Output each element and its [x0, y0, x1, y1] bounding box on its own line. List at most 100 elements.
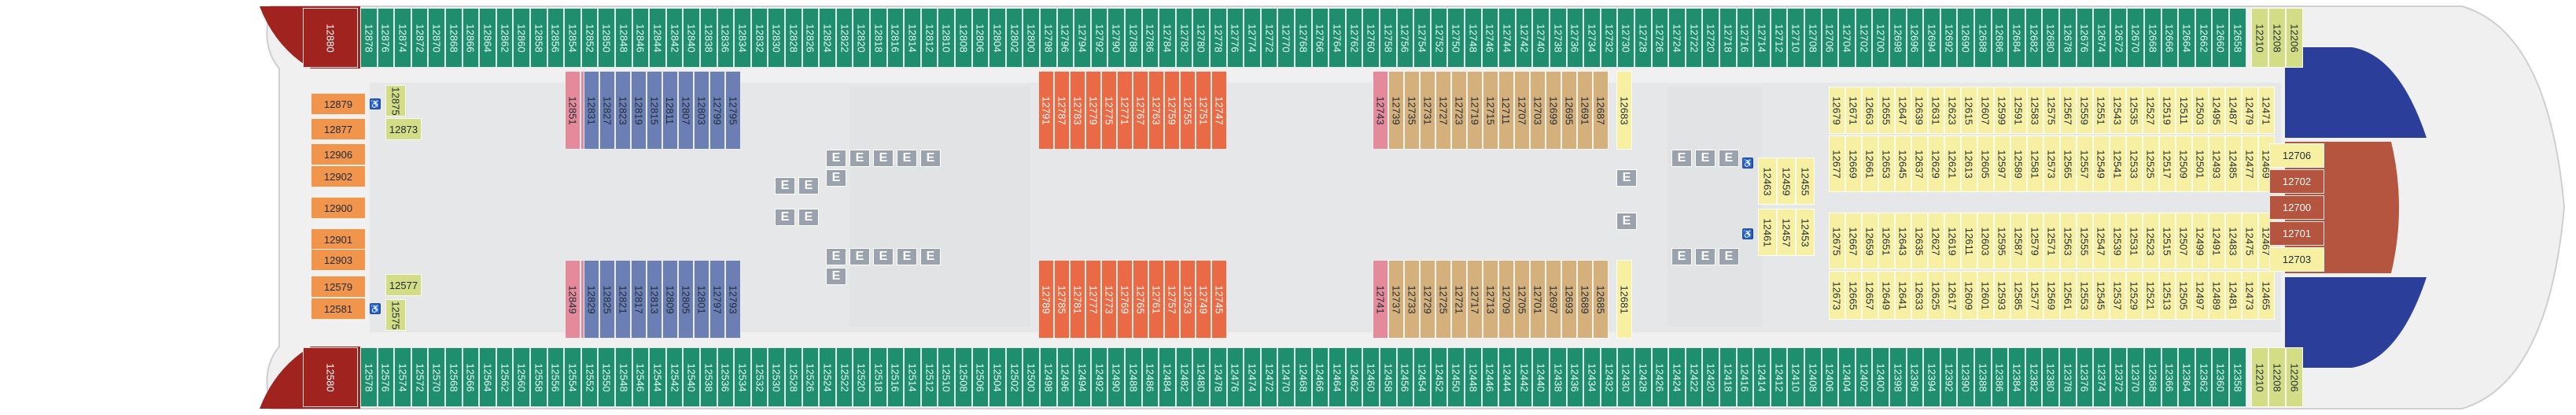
- cabin-12457[interactable]: 12457: [1777, 209, 1796, 256]
- cabin-12490[interactable]: 12490: [1107, 347, 1125, 407]
- aft-suite-12900[interactable]: 12900: [311, 197, 366, 219]
- cabin-12532[interactable]: 12532: [750, 347, 768, 407]
- cabin-12819[interactable]: 12819: [631, 71, 647, 150]
- cabin-12723[interactable]: 12723: [1451, 71, 1467, 150]
- cabin-12473[interactable]: 12473: [2242, 271, 2258, 320]
- aft-suite-bottom[interactable]: 12580: [303, 347, 358, 407]
- cabin-12817[interactable]: 12817: [631, 260, 647, 339]
- cabin-12513[interactable]: 12513: [2159, 271, 2176, 320]
- cabin-12682[interactable]: 12682: [2025, 8, 2043, 68]
- cabin-12528[interactable]: 12528: [785, 347, 802, 407]
- cabin-12547[interactable]: 12547: [2093, 213, 2110, 269]
- cabin-12509[interactable]: 12509: [2176, 135, 2192, 192]
- cabin-12678[interactable]: 12678: [2059, 8, 2077, 68]
- cabin-12422[interactable]: 12422: [1685, 347, 1703, 407]
- cabin-12829[interactable]: 12829: [584, 260, 599, 339]
- cabin-12362[interactable]: 12362: [2195, 347, 2213, 407]
- cabin-12780[interactable]: 12780: [1192, 8, 1210, 68]
- cabin-12779[interactable]: 12779: [1085, 71, 1101, 150]
- aft-suite-12581[interactable]: 12581: [311, 298, 366, 320]
- cabin-12769[interactable]: 12769: [1117, 260, 1133, 339]
- cabin-12856[interactable]: 12856: [547, 8, 565, 68]
- cabin-12368[interactable]: 12368: [2144, 347, 2161, 407]
- cabin-12802[interactable]: 12802: [1005, 8, 1023, 68]
- cabin-12683[interactable]: 12683: [1616, 71, 1632, 150]
- cabin-12747[interactable]: 12747: [1211, 71, 1227, 150]
- cabin-12426[interactable]: 12426: [1651, 347, 1669, 407]
- cabin-12709[interactable]: 12709: [1498, 260, 1514, 339]
- cabin-12688[interactable]: 12688: [1974, 8, 1992, 68]
- cabin-12677[interactable]: 12677: [1829, 135, 1845, 192]
- cabin-12611[interactable]: 12611: [1961, 213, 1977, 269]
- cabin-12706[interactable]: 12706: [1821, 8, 1839, 68]
- cabin-12370[interactable]: 12370: [2127, 347, 2144, 407]
- cabin-12717[interactable]: 12717: [1467, 260, 1483, 339]
- cabin-12785[interactable]: 12785: [1054, 260, 1070, 339]
- cabin-12573[interactable]: 12573: [2043, 135, 2060, 192]
- cabin-12813[interactable]: 12813: [647, 260, 662, 339]
- cabin-12501[interactable]: 12501: [2192, 135, 2209, 192]
- cabin-12749[interactable]: 12749: [1196, 260, 1211, 339]
- cabin-12446[interactable]: 12446: [1481, 347, 1499, 407]
- cabin-12478[interactable]: 12478: [1210, 347, 1227, 407]
- cabin-12384[interactable]: 12384: [2008, 347, 2025, 407]
- cabin-12567[interactable]: 12567: [2060, 87, 2077, 134]
- cabin-12783[interactable]: 12783: [1070, 71, 1085, 150]
- cabin-12840[interactable]: 12840: [683, 8, 700, 68]
- cabin-12874[interactable]: 12874: [394, 8, 411, 68]
- cabin-12737[interactable]: 12737: [1388, 260, 1404, 339]
- cabin-12519[interactable]: 12519: [2159, 87, 2176, 134]
- cabin-12786[interactable]: 12786: [1141, 8, 1159, 68]
- cabin-12597[interactable]: 12597: [1994, 135, 2010, 192]
- cabin-12743[interactable]: 12743: [1373, 71, 1388, 150]
- cabin-12789[interactable]: 12789: [1038, 260, 1054, 339]
- cabin-12551[interactable]: 12551: [2093, 87, 2110, 134]
- cabin-12561[interactable]: 12561: [2060, 271, 2077, 320]
- cabin-12565[interactable]: 12565: [2060, 135, 2077, 192]
- cabin-12482[interactable]: 12482: [1175, 347, 1193, 407]
- cabin-12744[interactable]: 12744: [1498, 8, 1516, 68]
- cabin-12791[interactable]: 12791: [1038, 71, 1054, 150]
- cabin-12554[interactable]: 12554: [564, 347, 581, 407]
- cabin-12795[interactable]: 12795: [725, 71, 741, 150]
- cabin-12481[interactable]: 12481: [2225, 271, 2242, 320]
- cabin-12404[interactable]: 12404: [1838, 347, 1856, 407]
- cabin-12442[interactable]: 12442: [1515, 347, 1533, 407]
- cabin-12570[interactable]: 12570: [428, 347, 445, 407]
- cabin-12805[interactable]: 12805: [678, 260, 694, 339]
- cabin-12868[interactable]: 12868: [445, 8, 463, 68]
- cabin-12621[interactable]: 12621: [1944, 135, 1961, 192]
- cabin-12438[interactable]: 12438: [1550, 347, 1567, 407]
- cabin-12568[interactable]: 12568: [445, 347, 463, 407]
- cabin-12766[interactable]: 12766: [1311, 8, 1329, 68]
- cabin-12522[interactable]: 12522: [835, 347, 853, 407]
- cabin-12498[interactable]: 12498: [1040, 347, 1057, 407]
- cabin-12208[interactable]: 12208: [2268, 347, 2286, 407]
- cabin-12659[interactable]: 12659: [1862, 213, 1878, 269]
- cabin-12727[interactable]: 12727: [1435, 71, 1451, 150]
- cabin-12539[interactable]: 12539: [2110, 213, 2126, 269]
- cabin-12721[interactable]: 12721: [1451, 260, 1467, 339]
- cabin-12574[interactable]: 12574: [394, 347, 411, 407]
- cabin-12696[interactable]: 12696: [1906, 8, 1924, 68]
- cabin-12366[interactable]: 12366: [2161, 347, 2179, 407]
- cabin-12556[interactable]: 12556: [547, 347, 565, 407]
- cabin-12701[interactable]: 12701: [1530, 260, 1546, 339]
- cabin-12763[interactable]: 12763: [1148, 71, 1164, 150]
- cabin-12770[interactable]: 12770: [1277, 8, 1295, 68]
- cabin-12623[interactable]: 12623: [1944, 87, 1961, 134]
- cabin-12615[interactable]: 12615: [1961, 87, 1977, 134]
- cabin-12576[interactable]: 12576: [377, 347, 395, 407]
- cabin-12821[interactable]: 12821: [615, 260, 631, 339]
- cabin-12595[interactable]: 12595: [1994, 213, 2010, 269]
- cabin-12796[interactable]: 12796: [1056, 8, 1074, 68]
- cabin-12740[interactable]: 12740: [1532, 8, 1550, 68]
- cabin-12810[interactable]: 12810: [938, 8, 955, 68]
- aft-suite-12579[interactable]: 12579: [311, 276, 366, 298]
- cabin-12848[interactable]: 12848: [615, 8, 632, 68]
- cabin-12851[interactable]: 12851: [565, 71, 580, 150]
- cabin-12801[interactable]: 12801: [694, 260, 709, 339]
- cabin-12684[interactable]: 12684: [2008, 8, 2025, 68]
- cabin-12540[interactable]: 12540: [683, 347, 700, 407]
- cabin-12806[interactable]: 12806: [971, 8, 989, 68]
